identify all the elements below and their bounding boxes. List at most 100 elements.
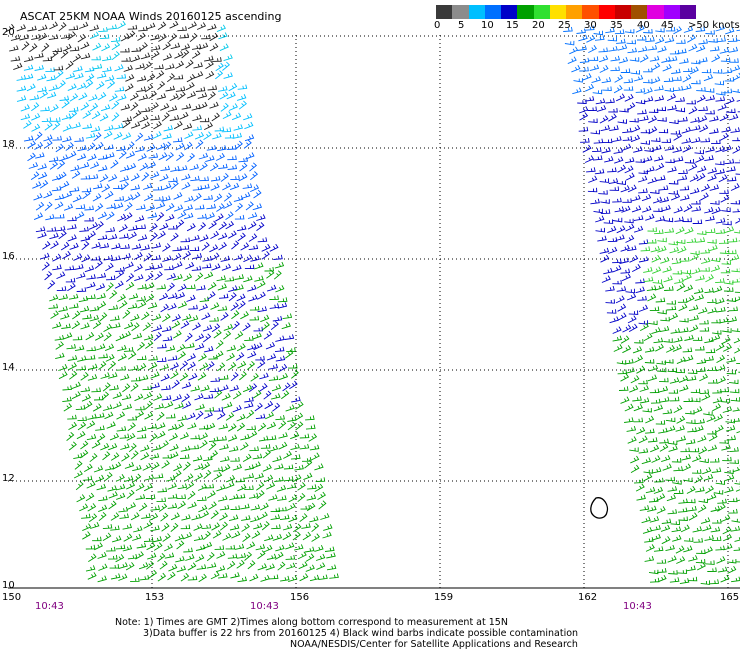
wind-barb bbox=[96, 433, 106, 442]
wind-barb bbox=[598, 55, 609, 63]
wind-barb bbox=[591, 76, 601, 84]
wind-barb bbox=[89, 305, 100, 312]
wind-barb bbox=[672, 344, 682, 352]
wind-barb bbox=[152, 324, 163, 332]
wind-barb bbox=[232, 463, 243, 471]
wind-barb bbox=[577, 45, 587, 51]
wind-barb bbox=[162, 53, 173, 61]
wind-barb bbox=[146, 542, 156, 551]
wind-barb bbox=[99, 312, 108, 322]
wind-barb bbox=[54, 201, 64, 210]
wind-barb bbox=[722, 88, 733, 94]
wind-barb bbox=[173, 74, 184, 80]
wind-barb bbox=[657, 309, 667, 315]
wind-barb bbox=[105, 275, 116, 281]
wind-barb bbox=[694, 287, 704, 294]
wind-barb bbox=[201, 241, 210, 251]
wind-barb bbox=[71, 122, 81, 129]
wind-barb bbox=[175, 60, 185, 69]
wind-barb bbox=[192, 455, 203, 462]
wind-barb bbox=[663, 77, 674, 82]
wind-barb bbox=[98, 27, 108, 33]
wind-barb bbox=[244, 464, 255, 471]
wind-barb bbox=[688, 512, 698, 521]
wind-barb bbox=[232, 320, 240, 331]
wind-barb bbox=[650, 444, 660, 453]
wind-barb bbox=[140, 244, 150, 251]
wind-barb bbox=[154, 196, 164, 201]
wind-barb bbox=[660, 316, 670, 322]
wind-barb bbox=[160, 440, 169, 449]
wind-barb bbox=[116, 411, 126, 420]
wind-barb bbox=[715, 278, 725, 284]
wind-barb bbox=[269, 243, 279, 252]
wind-barb bbox=[691, 136, 701, 144]
wind-barb bbox=[219, 374, 229, 380]
wind-barb bbox=[85, 565, 96, 572]
wind-barb bbox=[82, 190, 91, 200]
wind-barb bbox=[711, 467, 722, 473]
wind-barb bbox=[653, 207, 663, 212]
wind-barb bbox=[600, 209, 611, 215]
wind-barb bbox=[682, 84, 692, 91]
lon-label-159: 159 bbox=[434, 592, 454, 603]
wind-barb bbox=[680, 524, 690, 533]
wind-barb bbox=[62, 124, 72, 132]
wind-barb bbox=[116, 73, 127, 79]
wind-barb bbox=[105, 262, 114, 272]
wind-barb bbox=[679, 578, 690, 585]
wind-barb bbox=[208, 441, 217, 451]
wind-barb bbox=[667, 55, 678, 62]
wind-barb bbox=[722, 526, 732, 535]
wind-barb bbox=[112, 391, 122, 399]
wind-barb bbox=[297, 482, 306, 491]
wind-barb bbox=[202, 324, 213, 332]
wind-barb bbox=[241, 191, 251, 199]
wind-barb bbox=[705, 560, 715, 565]
wind-barb bbox=[95, 425, 105, 431]
wind-barb bbox=[648, 126, 658, 135]
wind-barb bbox=[691, 199, 701, 205]
wind-barb bbox=[261, 521, 270, 531]
wind-barb bbox=[658, 386, 669, 393]
wind-barb bbox=[130, 184, 140, 191]
wind-barb bbox=[85, 492, 95, 502]
wind-barb bbox=[150, 115, 160, 121]
wind-barb bbox=[67, 83, 77, 92]
wind-barb bbox=[150, 44, 161, 51]
wind-barb bbox=[264, 400, 274, 410]
wind-barb bbox=[170, 370, 179, 380]
wind-barb bbox=[721, 207, 731, 213]
wind-barb bbox=[638, 304, 649, 312]
wind-barb bbox=[60, 312, 70, 320]
wind-barb bbox=[255, 544, 266, 551]
wind-barb bbox=[689, 253, 699, 261]
wind-barb bbox=[207, 282, 217, 291]
wind-barb bbox=[730, 183, 740, 191]
wind-barb bbox=[665, 26, 676, 32]
wind-barb bbox=[620, 185, 630, 193]
wind-barb bbox=[161, 112, 170, 122]
wind-barb bbox=[654, 283, 665, 291]
wind-barb bbox=[143, 253, 152, 262]
wind-barb bbox=[679, 185, 690, 191]
wind-barb bbox=[164, 265, 174, 271]
wind-barb bbox=[83, 463, 93, 472]
wind-barb bbox=[616, 225, 626, 234]
wind-barb bbox=[104, 190, 114, 200]
wind-barb bbox=[206, 562, 217, 569]
wind-barb bbox=[85, 544, 96, 550]
wind-barb bbox=[688, 162, 698, 171]
wind-barb bbox=[85, 79, 94, 89]
wind-barb bbox=[262, 449, 271, 459]
wind-barb bbox=[124, 202, 133, 212]
wind-barb bbox=[180, 237, 191, 243]
wind-barb bbox=[316, 562, 326, 571]
wind-barb bbox=[120, 33, 130, 42]
wind-barb bbox=[625, 157, 635, 164]
wind-barb bbox=[223, 72, 233, 79]
wind-barb bbox=[641, 516, 651, 524]
wind-barb bbox=[192, 125, 202, 131]
legend-swatch-7 bbox=[549, 5, 566, 19]
wind-barb bbox=[223, 330, 232, 340]
